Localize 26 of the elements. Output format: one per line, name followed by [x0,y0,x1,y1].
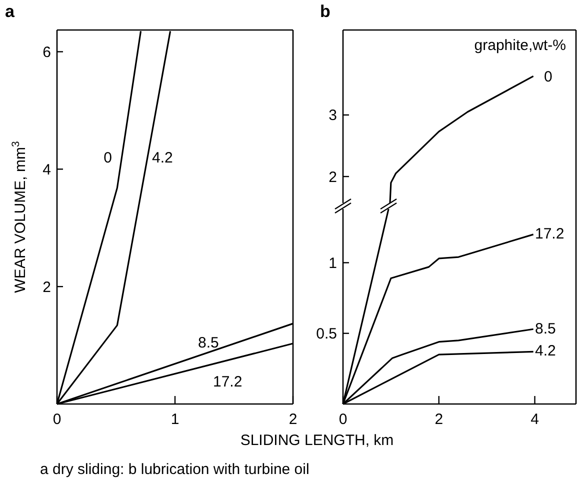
y-tick-label: 2 [42,278,51,296]
series-label: 0 [104,149,112,166]
y-tick-label: 0.5 [316,326,337,343]
x-tick-label: 4 [530,411,539,428]
y-tick-label: 4 [42,161,51,178]
chart-title: a [5,2,15,21]
x-tick-label: 0 [52,411,62,428]
chart-title: b [320,2,330,21]
x-axis-title: SLIDING LENGTH, km [240,432,394,449]
y-tick-label: 3 [328,107,337,124]
series-label: 17.2 [535,225,564,242]
series-label: 4.2 [152,149,173,166]
x-tick-label: 2 [434,411,444,428]
series-label: 17.2 [213,373,242,390]
y-tick-label: 1 [328,254,337,272]
x-tick-label: 2 [288,411,298,428]
legend-title: graphite,wt-% [474,37,566,54]
series-label: 8.5 [198,334,219,352]
y-tick-label: 6 [42,44,51,61]
x-tick-label: 1 [170,411,180,428]
y-tick-label: 2 [328,168,337,186]
x-tick-label: 0 [338,411,348,428]
series-label: 4.2 [535,342,556,360]
text: a dry sliding: b lubrication with turbine oil [40,461,310,478]
series-label: 8.5 [535,320,556,338]
series-label: 0 [544,68,552,86]
